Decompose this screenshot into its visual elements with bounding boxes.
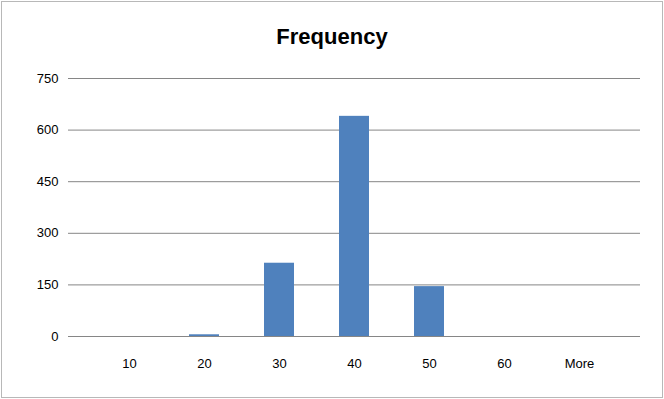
svg-text:0: 0 bbox=[51, 329, 58, 344]
svg-text:50: 50 bbox=[422, 356, 436, 371]
svg-text:300: 300 bbox=[37, 225, 59, 240]
svg-text:20: 20 bbox=[197, 356, 211, 371]
svg-text:150: 150 bbox=[37, 277, 59, 292]
svg-text:10: 10 bbox=[122, 356, 136, 371]
svg-text:30: 30 bbox=[272, 356, 286, 371]
html-text:Frequency: Frequency bbox=[276, 24, 388, 49]
svg-text:450: 450 bbox=[37, 174, 59, 189]
svg-text:More: More bbox=[565, 356, 595, 371]
svg-text:40: 40 bbox=[347, 356, 361, 371]
svg-text:600: 600 bbox=[37, 122, 59, 137]
svg-text:60: 60 bbox=[497, 356, 511, 371]
svg-text:750: 750 bbox=[37, 71, 59, 86]
